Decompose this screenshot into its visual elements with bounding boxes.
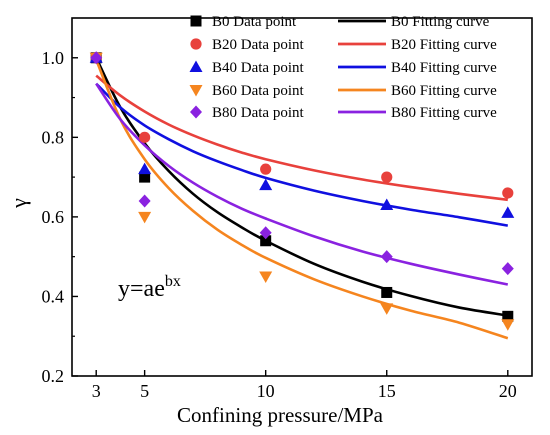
data-point-b40-4 [501,206,515,218]
data-point-b60-1 [138,211,152,224]
data-point-b60-3 [380,303,394,315]
x-tick-label-1: 5 [140,381,149,401]
data-point-b0-2 [260,235,272,247]
x-axis-label: Confining pressure/MPa [177,403,384,427]
data-point-b80-4 [501,262,514,276]
data-point-b80-3 [380,250,393,264]
legend-marker-b80 [190,105,202,119]
legend-label-fit-b80: B80 Fitting curve [391,105,497,121]
legend-marker-b40 [189,60,203,72]
legend-label-fit-b60: B60 Fitting curve [391,83,497,99]
data-point-b40-1 [138,162,152,175]
x-tick-label-4: 20 [499,381,517,401]
y-tick-label-2: 0.6 [42,207,65,227]
legend-label-fit-b20: B20 Fitting curve [391,37,497,53]
plot-area [71,17,533,377]
legend-label-data-b60: B60 Data point [212,83,304,99]
fitting-curve-b20 [95,74,508,202]
data-point-b20-2 [260,163,272,175]
legend-label-data-b0: B0 Data point [212,14,297,30]
data-point-b0-4 [502,310,514,322]
x-tick-label-0: 3 [92,381,101,401]
data-point-b40-3 [380,198,394,210]
data-points [89,51,515,331]
y-tick-label-4: 1.0 [42,48,65,68]
data-point-b20-3 [381,171,393,183]
y-axis-label: γ [6,198,31,209]
data-point-b0-3 [381,286,393,298]
legend-label-data-b20: B20 Data point [212,37,304,53]
data-point-b80-2 [259,226,272,240]
y-tick-label-3: 0.8 [42,127,65,147]
equation-base: y=ae [118,276,165,302]
data-point-b60-4 [501,319,515,331]
plot-border [71,17,533,377]
fitting-curve-b40 [95,82,509,227]
x-tick-label-3: 15 [378,381,396,401]
x-tick-label-2: 10 [257,381,275,401]
equation-exponent: bx [165,273,181,290]
equation-annotation: y=aebx [118,273,181,302]
y-tick-label-0: 0.2 [42,366,65,386]
legend-marker-b60 [189,85,203,97]
axes: 3 5 10 15 20 0.2 0.4 0.6 0.8 1.0 [42,48,517,401]
legend-marker-b20 [190,38,202,50]
fitting-curves [95,57,509,340]
data-point-b20-4 [502,187,514,199]
legend-label-data-b40: B40 Data point [212,60,304,76]
fitting-curve-b0 [95,57,508,317]
data-point-b60-2 [259,271,273,284]
legend-label-fit-b0: B0 Fitting curve [391,14,490,30]
y-tick-label-1: 0.4 [42,286,65,306]
data-point-b20-1 [139,131,151,143]
legend-label-fit-b40: B40 Fitting curve [391,60,497,76]
fitting-curve-b80 [95,82,509,286]
legend-label-data-b80: B80 Data point [212,105,304,121]
data-point-b80-0 [90,51,103,65]
data-point-b0-1 [139,171,151,183]
legend-marker-b0 [190,15,202,27]
legend: B0 Data point B0 Fitting curve B20 Data po… [189,14,497,121]
fitting-curve-b60 [95,59,509,340]
data-point-b80-1 [138,194,151,208]
data-point-b40-2 [259,178,273,191]
